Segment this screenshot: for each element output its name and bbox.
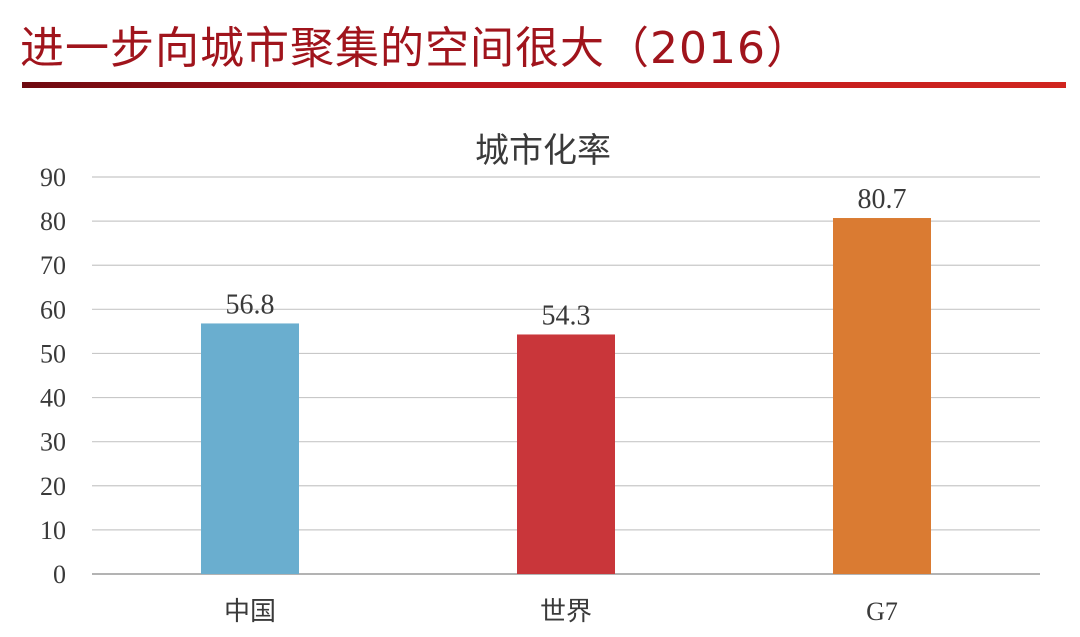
x-tick-label: 世界 xyxy=(540,597,592,627)
y-tick-label: 60 xyxy=(40,295,66,324)
y-tick-label: 10 xyxy=(40,516,66,545)
bars: 56.8 54.3 80.7 xyxy=(201,184,931,575)
y-tick-label: 0 xyxy=(53,560,66,589)
y-tick-label: 40 xyxy=(40,384,66,413)
title-divider xyxy=(22,82,1066,88)
y-tick-label: 70 xyxy=(40,251,66,280)
y-axis: 0 10 20 30 40 50 60 70 80 90 xyxy=(40,163,66,589)
bar-1 xyxy=(201,323,299,574)
data-label: 54.3 xyxy=(542,300,591,331)
bar-2 xyxy=(517,334,615,574)
y-tick-label: 20 xyxy=(40,472,66,501)
chart-title: 城市化率 xyxy=(475,131,611,171)
x-axis: 中国 世界 G7 xyxy=(224,597,898,627)
bar-3 xyxy=(833,218,931,575)
y-tick-label: 80 xyxy=(40,207,66,236)
x-tick-label: 中国 xyxy=(224,597,276,627)
x-tick-label: G7 xyxy=(866,597,898,626)
y-tick-label: 30 xyxy=(40,428,66,457)
data-label: 56.8 xyxy=(226,289,275,320)
y-tick-label: 50 xyxy=(40,339,66,368)
y-tick-label: 90 xyxy=(40,163,66,192)
data-label: 80.7 xyxy=(858,184,907,215)
slide-title: 进一步向城市聚集的空间很大（2016） xyxy=(20,23,811,74)
